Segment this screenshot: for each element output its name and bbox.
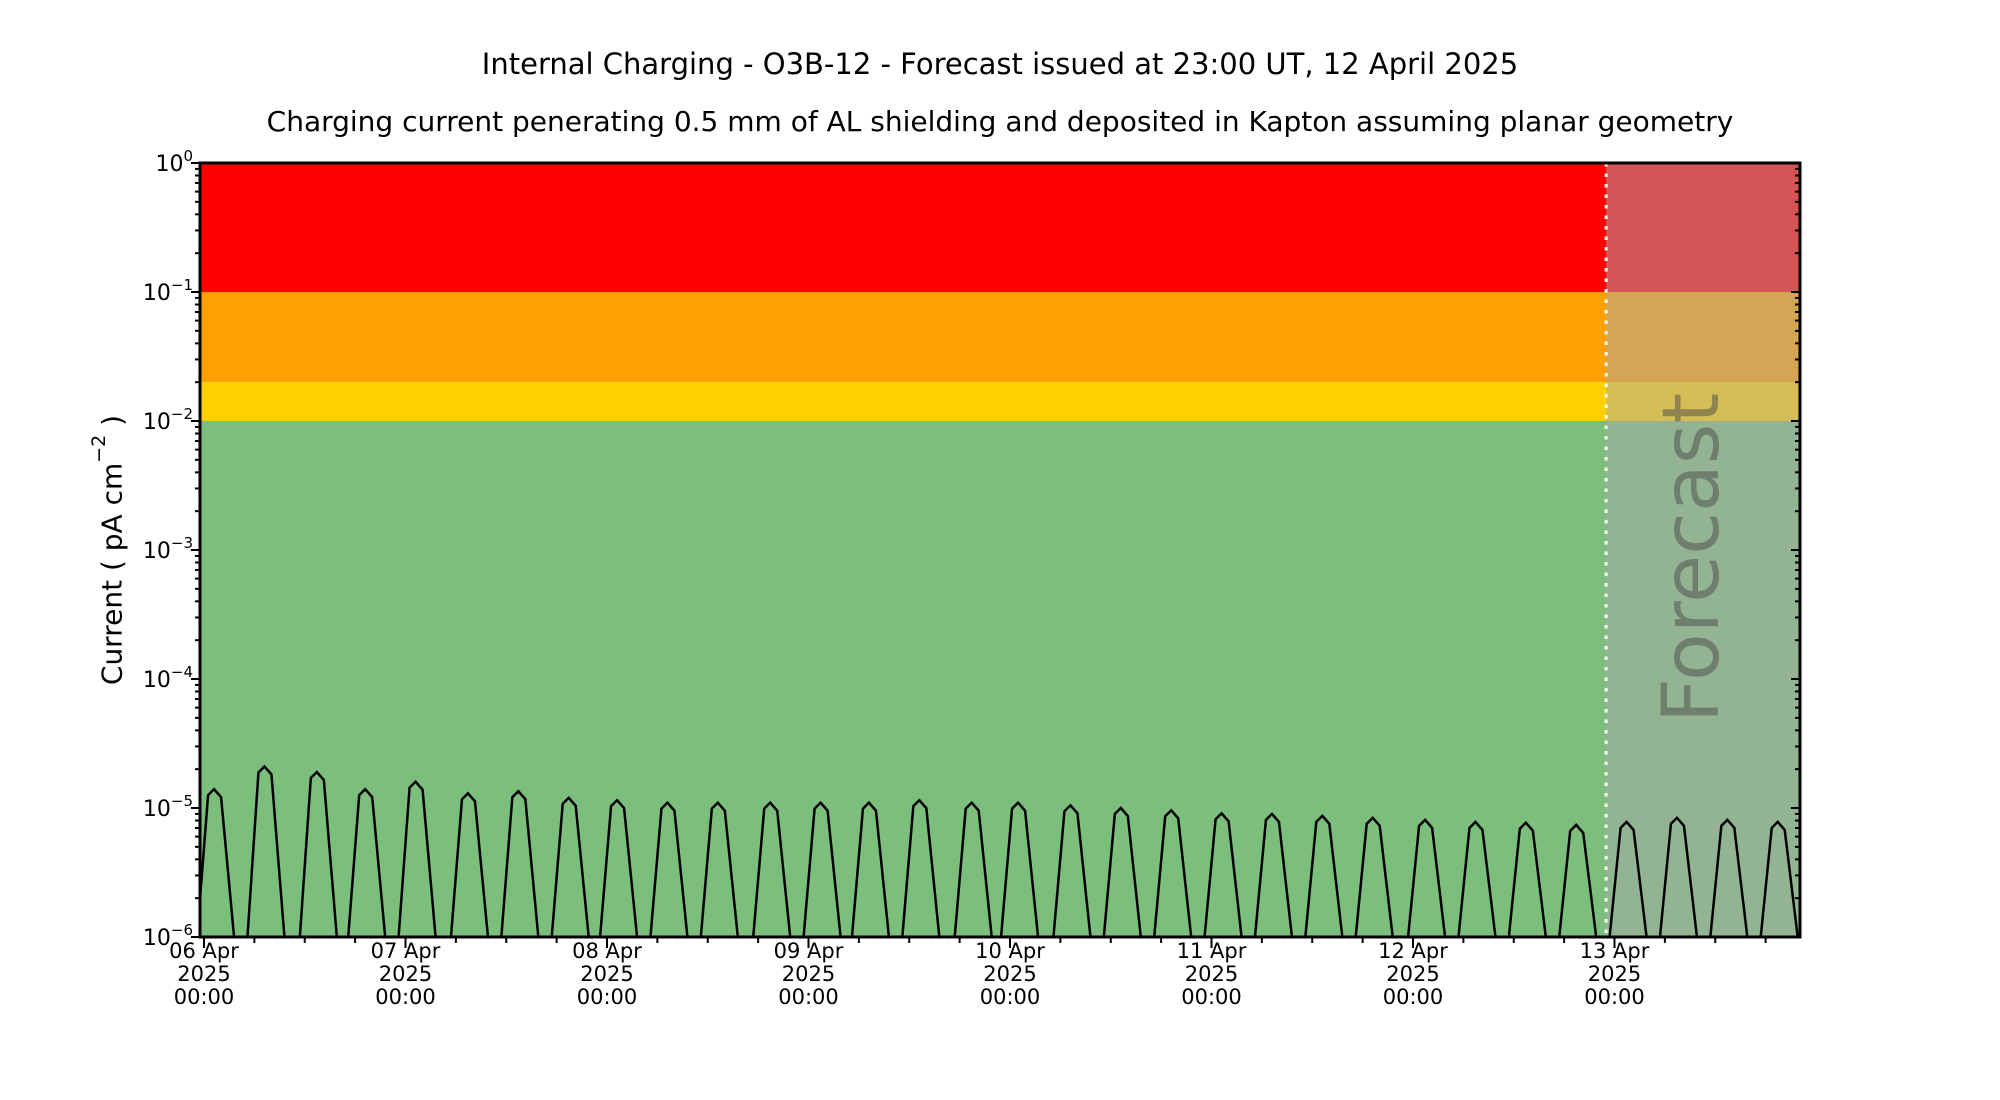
threshold-bands (200, 163, 1800, 937)
x-tick-label: 12 Apr (1378, 939, 1448, 963)
x-tick-label: 06 Apr (169, 939, 239, 963)
x-tick-label: 13 Apr (1580, 939, 1650, 963)
x-tick-label: 2025 (1588, 962, 1641, 986)
y-tick-label: 10−5 (143, 792, 193, 822)
x-tick-label: 2025 (1386, 962, 1439, 986)
x-tick-label: 00:00 (1584, 985, 1645, 1009)
band-green-safe (200, 421, 1800, 937)
chart-subtitle: Charging current penerating 0.5 mm of AL… (266, 105, 1734, 138)
y-tick-label: 10−3 (143, 534, 193, 564)
x-tick-label: 00:00 (577, 985, 638, 1009)
plot-frame (198, 161, 1802, 939)
x-tick-label: 2025 (983, 962, 1036, 986)
x-tick-label: 00:00 (980, 985, 1041, 1009)
x-tick-label: 08 Apr (572, 939, 642, 963)
y-tick-label: 10−1 (143, 276, 193, 306)
y-tick-label: 10−2 (143, 405, 193, 435)
x-tick-label: 2025 (379, 962, 432, 986)
x-tick-label: 2025 (580, 962, 633, 986)
x-tick-label: 00:00 (174, 985, 235, 1009)
forecast-label: Forecast (1647, 393, 1737, 723)
y-axis-title: Current ( pA cm−2 ) (88, 415, 129, 685)
x-tick-label: 00:00 (1181, 985, 1242, 1009)
x-tick-label: 07 Apr (371, 939, 441, 963)
x-tick-label: 2025 (782, 962, 835, 986)
y-tick-label: 10−4 (143, 663, 193, 693)
x-tick-label: 00:00 (375, 985, 436, 1009)
chart-title: Internal Charging - O3B-12 - Forecast is… (481, 47, 1519, 81)
x-tick-label: 10 Apr (975, 939, 1045, 963)
x-tick-label: 00:00 (778, 985, 839, 1009)
x-tick-label: 11 Apr (1177, 939, 1247, 963)
x-tick-label: 09 Apr (774, 939, 844, 963)
x-tick-label: 2025 (177, 962, 230, 986)
band-yellow-alert (200, 382, 1800, 421)
x-tick-label: 00:00 (1383, 985, 1444, 1009)
band-red-alert (200, 163, 1800, 292)
forecast-overlay (1606, 163, 1800, 937)
x-tick-label: 2025 (1185, 962, 1238, 986)
y-tick-label: 100 (155, 147, 193, 177)
band-orange-alert (200, 292, 1800, 383)
